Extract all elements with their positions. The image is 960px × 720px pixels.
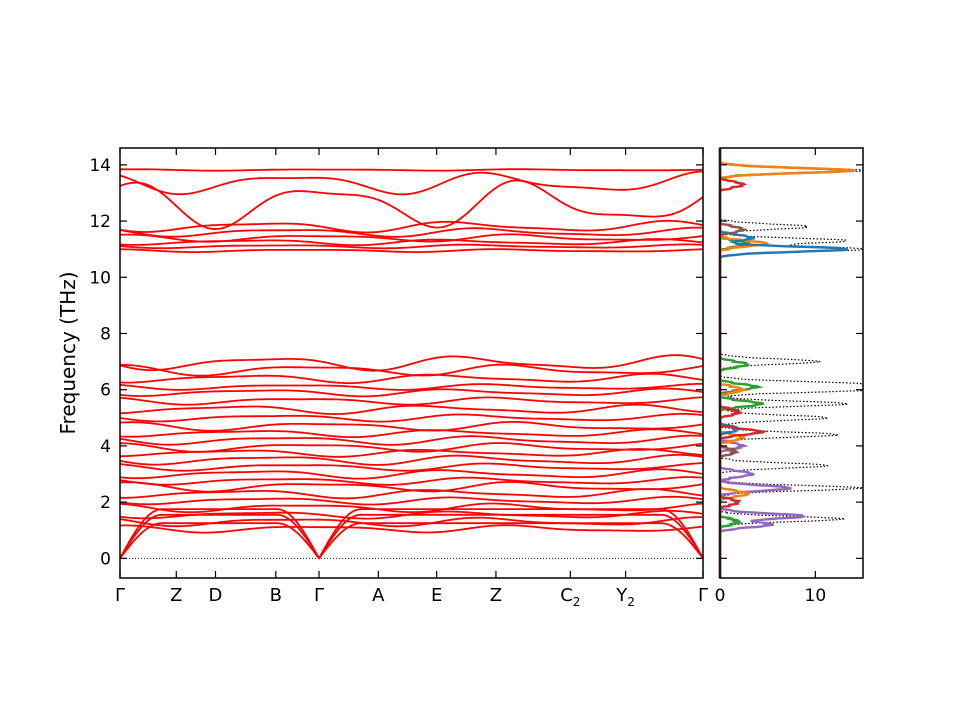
band-line [119, 168, 703, 172]
dos-lines [718, 148, 864, 578]
band-line [120, 524, 704, 534]
band-line [120, 428, 704, 438]
kpoint-label: C2 [560, 585, 580, 609]
band-line [119, 462, 703, 472]
acoustic-branch [119, 513, 704, 560]
dos-frame-rect [719, 147, 864, 579]
dos-x-tick-label: 10 [805, 586, 827, 606]
y-tick-label: 14 [89, 156, 111, 176]
kpoint-label: Γ [115, 585, 125, 606]
band-line [120, 382, 703, 391]
dos-series-line [718, 148, 807, 578]
y-axis-label: Frequency (THz) [56, 271, 80, 434]
band-line [119, 243, 703, 250]
band-line [119, 468, 704, 480]
band-line [120, 363, 704, 377]
band-plot-frame [119, 147, 704, 579]
y-tick-label: 8 [100, 324, 111, 344]
kpoint-label: A [372, 585, 385, 606]
dos-x-tick-label: 0 [715, 586, 726, 606]
band-line [120, 396, 704, 406]
band-line [119, 495, 704, 506]
kpoint-label: E [431, 585, 442, 606]
band-line [119, 226, 704, 238]
kpoint-label-subscript: 2 [573, 595, 581, 609]
band-line [119, 516, 704, 528]
band-line [120, 248, 703, 253]
kpoint-label: Γ [698, 585, 708, 606]
kpoint-label: B [270, 585, 282, 606]
kpoint-label: D [209, 585, 223, 606]
band-line [120, 442, 704, 453]
band-structure-panel: 0 2 4 6 8 10 12 14 Γ Z D B Γ A E Z C2 Y2 Γ Frequency (THz… [56, 147, 708, 609]
y-tick-label: 4 [100, 437, 111, 457]
band-line [119, 476, 704, 486]
band-line [119, 387, 704, 398]
band-lines [119, 168, 704, 560]
band-line [119, 421, 704, 432]
dos-panel: 0 10 [715, 147, 864, 606]
band-line [119, 170, 703, 196]
band-line [119, 219, 704, 234]
dos-ticks: 0 10 [715, 148, 863, 606]
band-line [119, 434, 704, 446]
band-line [119, 403, 704, 415]
band-line [119, 502, 704, 514]
band-line [120, 481, 704, 493]
band-y-ticks: 0 2 4 6 8 10 12 14 [89, 156, 703, 569]
kpoint-label: Z [170, 585, 182, 606]
y-tick-label: 6 [100, 381, 111, 401]
band-line [120, 233, 704, 243]
kpoint-label: Z [490, 585, 502, 606]
band-line [119, 354, 704, 372]
kpoint-label: Γ [314, 585, 324, 606]
acoustic-branch [119, 522, 704, 560]
y-tick-label: 2 [100, 493, 111, 513]
band-line [119, 179, 704, 231]
band-frame-rect [119, 147, 704, 579]
y-tick-label: 0 [100, 549, 111, 569]
band-line [119, 509, 704, 520]
y-tick-label: 12 [89, 212, 111, 232]
band-line [119, 413, 704, 423]
band-x-ticks: Γ Z D B Γ A E Z C2 Y2 Γ [115, 148, 708, 609]
band-line [119, 454, 704, 466]
kpoint-label-subscript: 2 [627, 595, 635, 609]
y-tick-label: 10 [89, 268, 111, 288]
dos-plot-frame [719, 147, 864, 579]
kpoint-label: Y2 [615, 585, 635, 609]
